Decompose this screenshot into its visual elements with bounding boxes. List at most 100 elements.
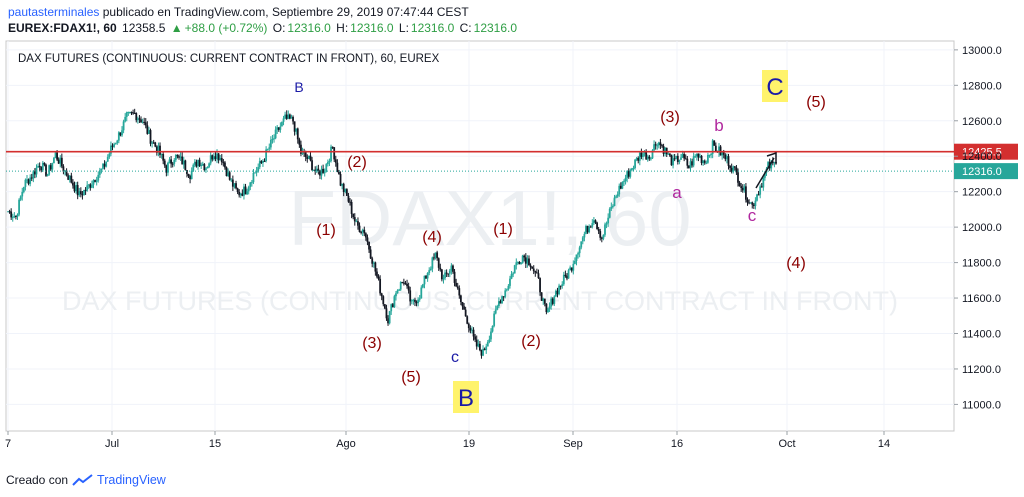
price-candle [656,145,659,147]
low-label: L: [398,21,409,35]
price-candle [364,233,367,238]
price-candle [681,154,684,158]
price-candle [509,278,511,286]
price-candle [323,171,326,174]
price-candle [119,132,122,136]
price-candle [653,144,655,151]
close-label: C: [459,21,472,35]
price-candle [212,156,215,160]
price-candle [227,172,230,176]
y-tick-label: 12000.0 [962,222,1002,234]
price-candle [163,160,166,166]
price-candle [64,170,66,172]
price-candle [84,189,87,191]
price-candle [623,181,625,183]
price-candle [732,166,735,172]
price-candle [331,146,334,148]
price-candle [68,175,71,180]
price-candle [133,112,136,114]
price-candle [149,130,152,144]
price-candle [688,165,690,169]
price-candle [464,309,467,317]
price-candle [130,111,133,113]
price-candle [334,159,337,163]
price-candle [516,261,519,263]
price-candle [638,152,641,161]
price-candle [407,286,410,291]
wave-label: (2) [347,154,367,171]
high-value: 12316.0 [350,21,394,35]
price-candle [585,225,587,234]
x-axis[interactable]: 7 Jul 15 Ago 19 Sep 16 Oct 14 [5,431,890,450]
price-candle [57,159,60,164]
price-candle [277,127,280,130]
price-candle [235,183,237,189]
price-candle [425,275,427,279]
price-candle [710,154,712,156]
price-candle [594,220,597,223]
price-candle [230,179,233,181]
price-candle [431,257,434,269]
price-candle [45,164,47,176]
wave-label: (3) [362,335,382,352]
price-candle [497,301,500,307]
price-candle [583,233,586,238]
price-candle [95,180,98,182]
price-candle [366,237,369,242]
price-candle [513,265,516,274]
price-candle [420,287,423,299]
price-candle [624,177,627,182]
price-candle [629,170,632,177]
price-candle [447,273,450,275]
price-candle [30,177,33,179]
publish-info: publicado en TradingView.com, Septiembre… [99,5,469,19]
price-candle [326,162,329,165]
price-candle [167,163,169,173]
price-candle [415,301,418,304]
price-candle [529,265,532,267]
price-candle [73,185,76,192]
price-candle [301,151,304,154]
price-candle [338,171,340,175]
price-candle [195,161,198,167]
y-axis[interactable]: 11000.0 11200.0 11400.0 11600.0 11800.0 12000… [954,45,1002,412]
price-candle [697,153,700,158]
up-triangle-icon: ▲ [170,21,183,35]
price-candle [643,151,646,154]
resistance-label: 12425.5 [962,147,1002,159]
y-tick-label: 11800.0 [962,258,1001,270]
wave-label: (5) [806,94,826,111]
price-candle [762,177,765,188]
price-candle [257,167,260,172]
wave-label-major: C [766,74,783,101]
price-candle [102,163,104,169]
price-candle [729,165,731,168]
wave-label: (4) [422,229,442,246]
price-candle [148,130,150,134]
author-link[interactable]: pautasterminales [8,5,100,19]
price-candle [140,119,142,123]
chart-title: DAX FUTURES (CONTINUOUS: CURRENT CONTRAC… [18,53,440,65]
price-candle [569,267,572,271]
price-candle [26,179,28,181]
price-chart[interactable]: FDAX1!, 60 DAX FUTURES (CONTINUOUS: CURR… [0,0,1024,470]
price-candle [626,171,629,178]
price-candle [746,199,749,203]
price-candle [664,147,667,154]
price-candle [179,156,182,158]
price-candle [24,179,27,187]
price-candle [458,288,461,296]
price-candle [640,152,643,157]
price-candle [542,298,545,301]
price-candle [474,336,477,340]
price-candle [523,255,526,258]
tradingview-logo[interactable]: TradingView [72,473,166,487]
price-candle [92,180,95,185]
price-candle [724,154,727,160]
price-candle [591,223,594,227]
price-candle [342,183,345,192]
price-candle [79,191,82,195]
price-candle [749,202,752,204]
price-candle [600,237,603,239]
price-candle [244,186,247,195]
